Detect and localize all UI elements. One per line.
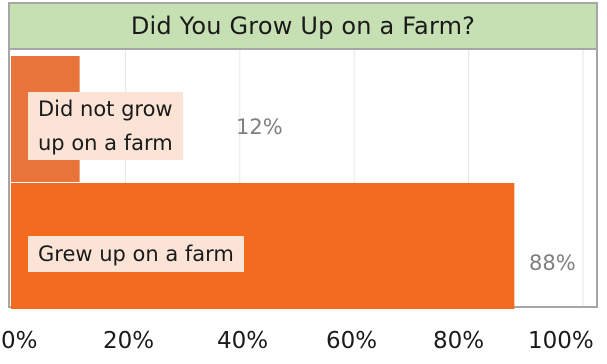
chart-title: Did You Grow Up on a Farm? [130,12,476,40]
category-label-1: Did not grow up on a farm [28,92,183,160]
x-tick-label-2: 40% [217,328,268,354]
value-label-1: 12% [236,115,283,139]
category-label-2: Grew up on a farm [28,236,244,272]
x-tick-label-1: 20% [103,328,154,354]
chart-title-bar: Did You Grow Up on a Farm? [10,4,596,50]
category-label-2-line-1: Grew up on a farm [38,242,234,266]
value-label-2: 88% [529,251,576,275]
x-tick-label-3: 60% [326,328,377,354]
x-tick-label-0: 0% [1,328,38,354]
x-tick-label-5: 100% [528,328,594,354]
category-label-1-line-2: up on a farm [38,131,173,155]
x-tick-label-4: 80% [433,328,484,354]
category-label-1-line-1: Did not grow [38,97,173,121]
